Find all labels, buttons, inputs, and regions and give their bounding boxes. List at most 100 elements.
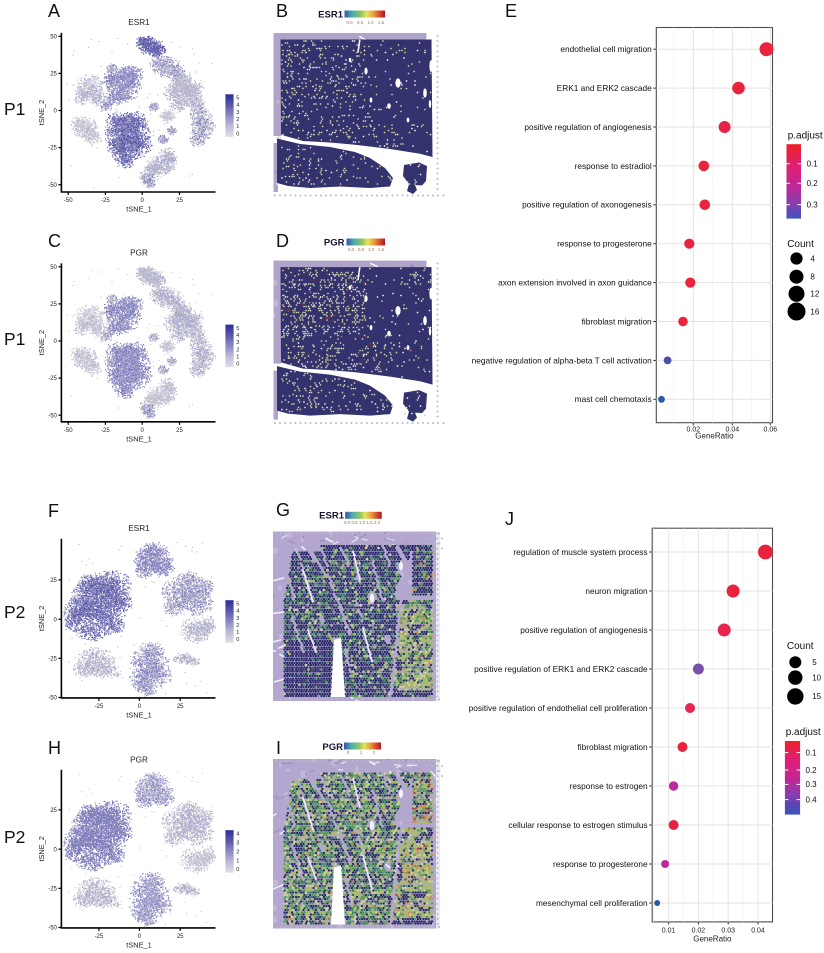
svg-text:8: 8: [810, 273, 815, 282]
svg-text:25: 25: [177, 934, 184, 940]
svg-text:ESR1: ESR1: [128, 524, 150, 533]
svg-text:15: 15: [812, 692, 821, 701]
svg-text:0: 0: [54, 617, 58, 623]
svg-text:1.0: 1.0: [367, 20, 374, 25]
svg-text:negative regulation of alpha-b: negative regulation of alpha-beta T cell…: [472, 355, 652, 365]
svg-text:0.5: 0.5: [358, 247, 365, 252]
svg-text:GeneRatio: GeneRatio: [693, 935, 732, 944]
svg-text:PGR: PGR: [130, 756, 148, 765]
svg-text:3: 3: [236, 840, 239, 846]
svg-text:fibroblast migration: fibroblast migration: [577, 742, 647, 752]
svg-text:ERK1 and ERK2 cascade: ERK1 and ERK2 cascade: [557, 83, 652, 93]
svg-text:regulation of muscle system pr: regulation of muscle system process: [513, 547, 647, 557]
svg-text:50: 50: [50, 34, 57, 40]
svg-text:Count: Count: [787, 641, 814, 652]
svg-text:1: 1: [236, 354, 239, 360]
svg-text:5: 5: [236, 326, 239, 332]
svg-text:positive regulation of endothe: positive regulation of endothelial cell …: [469, 703, 648, 713]
svg-text:-25: -25: [48, 146, 57, 152]
svg-text:Count: Count: [787, 239, 814, 250]
svg-text:positive regulation of axonoge: positive regulation of axonogenesis: [522, 200, 652, 210]
svg-text:tSNE_2: tSNE_2: [37, 606, 46, 631]
svg-text:-25: -25: [48, 656, 57, 662]
svg-text:0.5: 0.5: [357, 20, 364, 25]
svg-text:1.5: 1.5: [366, 520, 373, 525]
svg-text:0: 0: [236, 637, 239, 643]
svg-text:P1: P1: [4, 329, 25, 349]
svg-text:0.3: 0.3: [806, 780, 818, 789]
svg-text:F: F: [48, 501, 59, 521]
svg-text:C: C: [48, 231, 61, 251]
svg-text:P1: P1: [4, 99, 25, 119]
svg-text:response to progesterone: response to progesterone: [553, 859, 648, 869]
svg-text:1: 1: [236, 630, 239, 636]
svg-text:GeneRatio: GeneRatio: [695, 432, 734, 441]
svg-text:ESR1: ESR1: [128, 18, 150, 27]
svg-text:0: 0: [54, 109, 58, 115]
svg-text:25: 25: [50, 72, 57, 78]
svg-text:-50: -50: [48, 926, 57, 932]
svg-text:endothelial cell migration: endothelial cell migration: [560, 44, 652, 54]
svg-text:J: J: [505, 509, 514, 529]
svg-text:25: 25: [177, 704, 184, 710]
svg-text:E: E: [505, 1, 517, 21]
svg-text:25: 25: [50, 578, 57, 584]
svg-text:axon extension involved in axo: axon extension involved in axon guidance: [498, 278, 652, 288]
svg-text:5: 5: [236, 96, 239, 102]
svg-text:0: 0: [141, 198, 145, 204]
svg-text:2: 2: [236, 117, 239, 123]
svg-text:1.0: 1.0: [368, 247, 375, 252]
svg-text:0.02: 0.02: [692, 928, 706, 935]
svg-text:2: 2: [373, 750, 376, 755]
svg-text:tSNE_2: tSNE_2: [37, 836, 46, 861]
svg-text:p.adjust: p.adjust: [788, 131, 823, 142]
svg-text:ESR1: ESR1: [318, 10, 344, 21]
svg-text:0.04: 0.04: [725, 427, 739, 434]
svg-text:5: 5: [236, 602, 239, 608]
svg-text:1: 1: [236, 124, 239, 130]
svg-text:1.5: 1.5: [378, 247, 385, 252]
svg-text:0.06: 0.06: [763, 427, 777, 434]
svg-text:cellular response to estrogen: cellular response to estrogen stimulus: [508, 820, 647, 830]
svg-text:1.0: 1.0: [359, 520, 366, 525]
svg-text:tSNE_1: tSNE_1: [126, 205, 151, 214]
svg-text:response to progesterone: response to progesterone: [557, 239, 652, 249]
svg-text:0.01: 0.01: [662, 928, 676, 935]
svg-text:ESR1: ESR1: [319, 511, 345, 522]
svg-text:0.1: 0.1: [807, 160, 819, 169]
svg-text:2: 2: [236, 849, 239, 855]
svg-text:PGR: PGR: [322, 742, 343, 753]
svg-text:tSNE_1: tSNE_1: [126, 710, 151, 719]
svg-text:4: 4: [236, 832, 239, 838]
svg-text:tSNE_2: tSNE_2: [37, 100, 46, 125]
svg-text:4: 4: [236, 609, 239, 615]
svg-text:0.02: 0.02: [686, 427, 700, 434]
svg-text:25: 25: [176, 198, 183, 204]
svg-text:0.04: 0.04: [751, 928, 765, 935]
svg-text:1: 1: [360, 750, 363, 755]
svg-text:0.0: 0.0: [344, 520, 351, 525]
svg-text:0.1: 0.1: [806, 748, 818, 757]
svg-text:50: 50: [50, 265, 57, 271]
svg-text:1.5: 1.5: [378, 20, 385, 25]
svg-text:-25: -25: [95, 934, 104, 940]
svg-text:-25: -25: [48, 886, 57, 892]
svg-text:PGR: PGR: [130, 249, 148, 258]
svg-text:-50: -50: [48, 183, 57, 189]
svg-text:p.adjust: p.adjust: [786, 727, 821, 738]
svg-text:0: 0: [347, 750, 350, 755]
svg-text:25: 25: [176, 428, 183, 434]
svg-text:-50: -50: [64, 428, 73, 434]
svg-text:mast cell chemotaxis: mast cell chemotaxis: [575, 394, 652, 404]
svg-text:response to estrogen: response to estrogen: [570, 781, 648, 791]
svg-text:0: 0: [236, 362, 239, 368]
svg-text:4: 4: [236, 333, 239, 339]
svg-text:tSNE_1: tSNE_1: [126, 940, 151, 949]
svg-text:positive regulation of ERK1 an: positive regulation of ERK1 and ERK2 cas…: [474, 664, 648, 674]
svg-text:0.03: 0.03: [721, 928, 735, 935]
svg-text:0: 0: [138, 934, 142, 940]
svg-text:-25: -25: [95, 704, 104, 710]
svg-text:2.0: 2.0: [374, 520, 381, 525]
svg-text:0.2: 0.2: [806, 766, 818, 775]
svg-text:4: 4: [810, 254, 815, 263]
